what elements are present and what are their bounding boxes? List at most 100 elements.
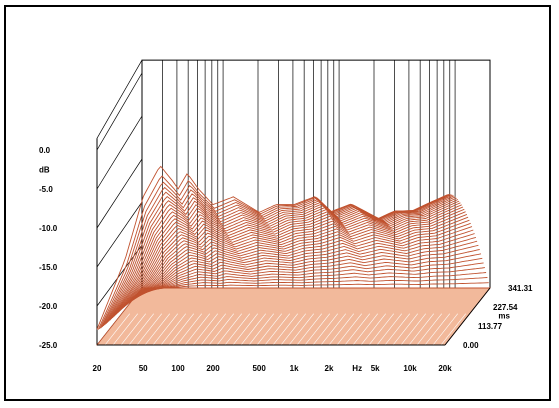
- floor-hatch-line: [104, 313, 130, 345]
- left-wall-grid-line: [96, 115, 143, 190]
- floor-hatch-line: [368, 313, 394, 345]
- floor-hatch-line: [184, 313, 210, 345]
- waterfall-slices: [96, 165, 490, 330]
- floor-hatch-line: [553, 314, 559, 345]
- floor-hatch-line: [296, 313, 322, 345]
- waterfall-slice-line: [138, 272, 487, 293]
- floor-hatch-line: [232, 313, 258, 345]
- floor-hatch-line: [136, 313, 162, 345]
- waterfall-slice-line: [123, 226, 473, 307]
- y-tick-label: -25.0: [39, 341, 58, 350]
- floor-hatch-line: [256, 313, 282, 345]
- left-wall-grid-line: [96, 158, 143, 229]
- floor-hatch-line: [216, 313, 242, 345]
- waterfall-slice-line: [106, 196, 456, 323]
- floor-hatch-line: [176, 313, 202, 345]
- floor-hatch-line: [416, 313, 442, 345]
- waterfall-slice-line: [140, 282, 489, 290]
- z-tick-label: 227.54: [493, 303, 518, 312]
- floor-hatch-line: [513, 314, 538, 345]
- floor-hatch-line: [537, 314, 559, 345]
- floor-hatch-line: [400, 313, 426, 345]
- waterfall-slice-line: [130, 244, 479, 301]
- floor-hatch-line: [529, 314, 554, 345]
- right-base-line: [444, 287, 491, 346]
- waterfall-slice-line: [109, 199, 459, 321]
- x-tick-label: 1k: [290, 364, 299, 373]
- waterfall-slice-line: [115, 208, 465, 315]
- floor-hatch-line: [521, 314, 546, 345]
- floor-hatch-line: [304, 313, 330, 345]
- waterfall-slice-line: [108, 197, 457, 322]
- left-wall-grid-line: [96, 201, 143, 268]
- floor-hatch-line: [408, 313, 434, 345]
- floor-hatch-line: [344, 313, 370, 345]
- floor-hatch-line: [208, 313, 234, 345]
- waterfall-slice-line: [96, 165, 446, 330]
- floor-hatch-line: [144, 313, 170, 345]
- y-tick-label: -10.0: [39, 224, 58, 233]
- waterfall-slice-line: [139, 277, 488, 292]
- floor-hatch-line: [160, 313, 186, 345]
- z-tick-label: 0.00: [463, 341, 479, 350]
- waterfall-slice-line: [119, 216, 469, 311]
- waterfall-slice-line: [101, 191, 451, 328]
- floor-hatch-line: [392, 313, 418, 345]
- floor-plane: [96, 287, 559, 346]
- front-axis-lines: [97, 287, 491, 346]
- floor-hatch-line: [168, 313, 194, 345]
- waterfall-slice-line: [126, 233, 475, 305]
- floor-hatch-line: [432, 313, 458, 345]
- y-tick-label: 0.0: [39, 146, 51, 155]
- left-wall-grid-line: [96, 72, 143, 151]
- waterfall-slice-line: [103, 194, 452, 327]
- floor-hatch-line: [192, 313, 218, 345]
- floor-hatch-line: [312, 313, 338, 345]
- waterfall-slice-line: [110, 200, 460, 320]
- waterfall-slice-line: [135, 262, 484, 296]
- x-tick-label: 100: [171, 364, 185, 373]
- floor-hatch-line: [328, 313, 354, 345]
- waterfall-slice-line: [131, 249, 480, 300]
- floor-hatch-line: [384, 313, 410, 345]
- y-tick-label: -20.0: [39, 302, 58, 311]
- waterfall-slice-line: [128, 240, 478, 302]
- waterfall-slice-line: [113, 204, 462, 317]
- floor-hatch-line: [545, 314, 559, 345]
- waterfall-slice-line: [136, 267, 485, 294]
- waterfall-slice-line: [121, 219, 470, 310]
- waterfall-slice-line: [117, 211, 466, 314]
- back-wall-frame: [141, 59, 491, 288]
- floor-hatch-line: [288, 313, 314, 345]
- x-tick-label: 10k: [403, 364, 417, 373]
- waterfall-slice-line: [125, 229, 474, 306]
- floor-hatch-line: [352, 313, 378, 345]
- waterfall-slice-line: [127, 236, 477, 303]
- waterfall-slice-line: [134, 257, 483, 297]
- floor-hatch-line: [440, 313, 466, 345]
- left-wall-top-line: [96, 59, 143, 139]
- floor-hatch-line: [112, 313, 138, 345]
- floor-hatch-line: [264, 313, 290, 345]
- floor-hatch-line: [376, 313, 402, 345]
- y-tick-label: -15.0: [39, 263, 58, 272]
- waterfall-slice-line: [132, 253, 482, 298]
- waterfall-slice-line: [114, 206, 464, 316]
- waterfall-slice-line: [112, 202, 461, 319]
- x-tick-label: 200: [206, 364, 220, 373]
- floor-hatch-line: [320, 313, 346, 345]
- axis-labels: 0.0 -5.0 -10.0 -15.0 -20.0 -25.0 dB 20 50 100 200 5…: [39, 146, 533, 373]
- floor-hatch-line: [424, 313, 450, 345]
- waterfall-slice-line: [104, 194, 453, 326]
- x-tick-label: 50: [139, 364, 148, 373]
- waterfall-slice-line: [118, 213, 468, 312]
- floor-hatch-line: [360, 313, 386, 345]
- floor-hatch-line: [272, 313, 298, 345]
- floor-hatch-line: [280, 313, 306, 345]
- x-tick-label: 5k: [371, 364, 380, 373]
- floor-polygon: [96, 287, 491, 346]
- x-unit-label: Hz: [352, 364, 362, 373]
- z-tick-label: 113.77: [478, 322, 503, 331]
- floor-hatch-line: [336, 313, 362, 345]
